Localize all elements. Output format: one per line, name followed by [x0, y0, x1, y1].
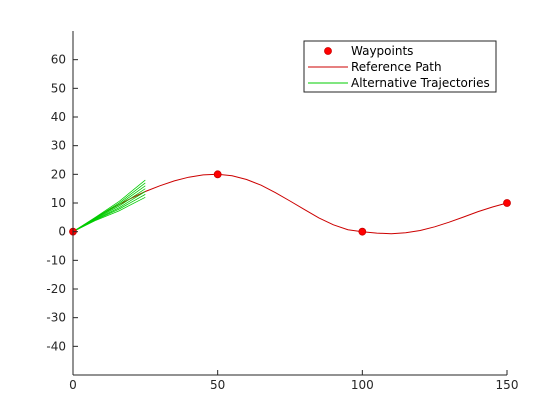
- x-tick-label-0: 0: [69, 378, 77, 392]
- y-tick-label--20: -20: [46, 282, 66, 296]
- y-tick-label--10: -10: [46, 253, 66, 267]
- y-tick-label-40: 40: [51, 110, 66, 124]
- y-tick-label--30: -30: [46, 311, 66, 325]
- y-tick-label-60: 60: [51, 53, 66, 67]
- x-tick-label-100: 100: [351, 378, 374, 392]
- legend-label-2: Reference Path: [351, 60, 442, 74]
- legend-label-1: Waypoints: [351, 44, 413, 58]
- legend-label-3: Alternative Trajectories: [351, 76, 490, 90]
- waypoint-marker-2: [213, 170, 222, 179]
- legend-waypoints-marker: [324, 47, 332, 55]
- x-tick-label-150: 150: [496, 378, 519, 392]
- y-tick-label-50: 50: [51, 81, 66, 95]
- waypoint-marker-3: [358, 227, 367, 236]
- y-tick-label--40: -40: [46, 339, 66, 353]
- y-tick-label-30: 30: [51, 139, 66, 153]
- waypoint-marker-4: [503, 199, 511, 207]
- legend: Waypoints Reference Path Alternative Traje…: [303, 40, 497, 93]
- y-tick-label-20: 20: [51, 167, 66, 181]
- y-tick-label-10: 10: [51, 196, 66, 210]
- alternative-trajectory-7: [72, 196, 146, 233]
- x-tick-label-50: 50: [210, 378, 225, 392]
- y-tick-label-0: 0: [58, 225, 66, 239]
- axes-layer: 0 50 100 150 -40 -30 -20 -10 0 10 20 30 40 50 60: [46, 31, 518, 392]
